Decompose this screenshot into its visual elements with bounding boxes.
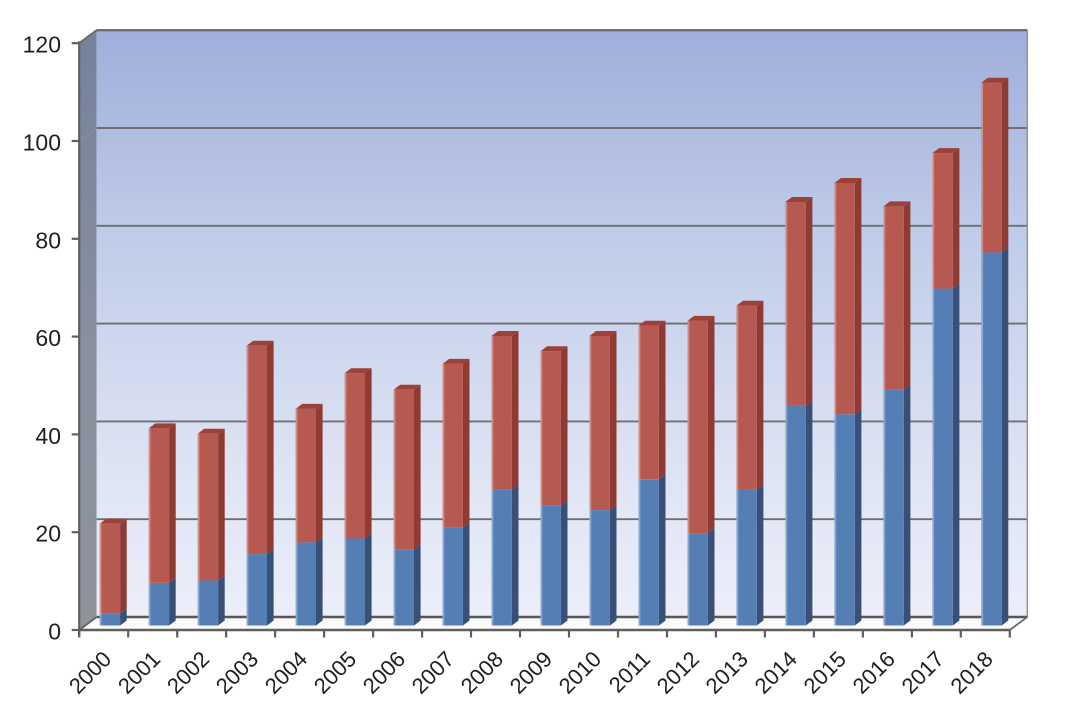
svg-text:100: 100 bbox=[23, 130, 61, 156]
svg-text:120: 120 bbox=[23, 32, 61, 58]
svg-text:20: 20 bbox=[35, 521, 61, 547]
svg-text:80: 80 bbox=[35, 227, 61, 253]
svg-text:60: 60 bbox=[35, 325, 61, 351]
svg-text:0: 0 bbox=[48, 619, 61, 645]
svg-text:40: 40 bbox=[35, 423, 61, 449]
